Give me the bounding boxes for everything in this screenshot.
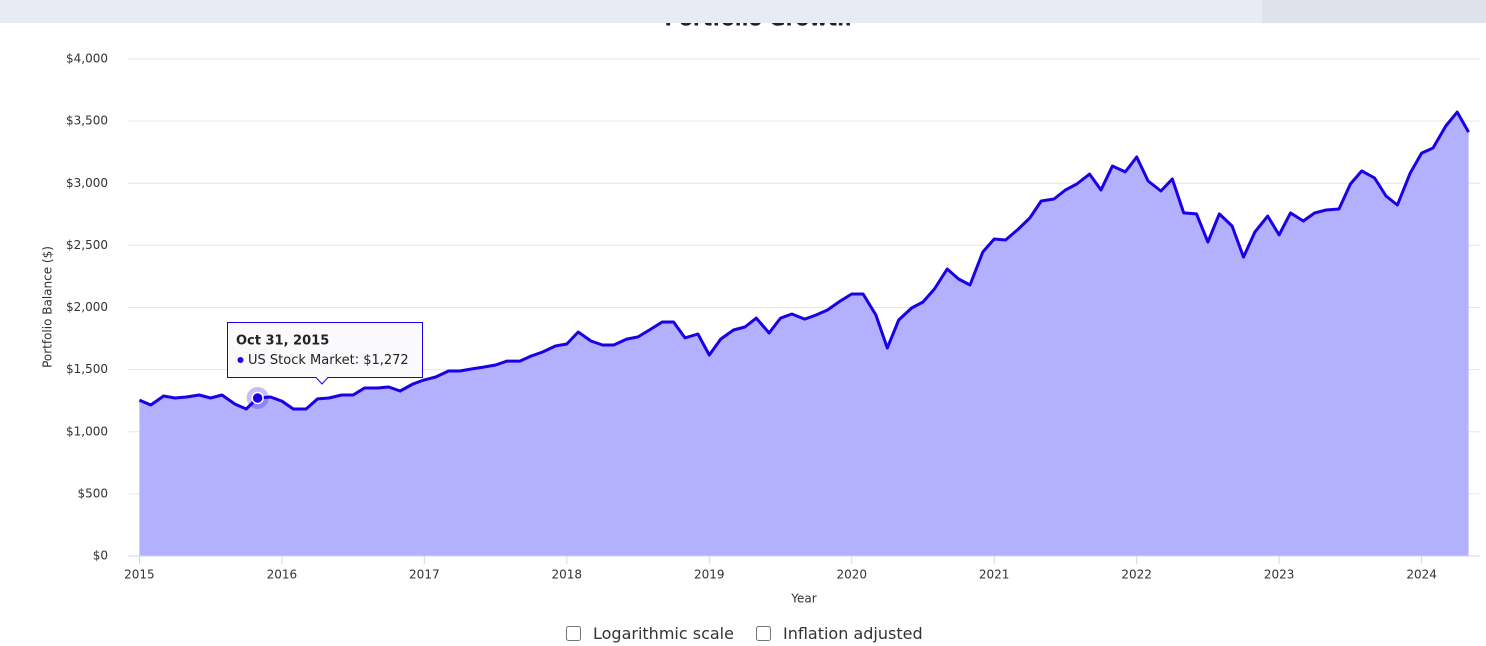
option-label: Inflation adjusted <box>782 624 923 643</box>
x-tick-label: 2016 <box>267 568 298 582</box>
checkbox[interactable] <box>566 626 581 641</box>
y-tick-label: $1,000 <box>66 424 108 438</box>
checkbox[interactable] <box>755 626 771 641</box>
option[interactable]: Logarithmic scale <box>566 624 734 643</box>
x-axis-title: Year <box>790 592 816 606</box>
option[interactable]: Inflation adjusted <box>755 624 923 643</box>
y-tick-label: $1,500 <box>66 362 108 376</box>
options: Logarithmic scale Inflation adjusted <box>566 624 945 643</box>
tooltip-series: US Stock Market <box>248 353 355 368</box>
area <box>139 112 1469 556</box>
top-tab <box>1262 0 1486 23</box>
chart: Portfolio Growth $0$500$1,000$1,500$2,00… <box>0 0 1486 606</box>
x-tick-label: 2018 <box>552 568 583 582</box>
tooltip-dot <box>237 357 244 363</box>
hover-point <box>251 391 264 405</box>
y-axis-title: Portfolio Balance ($) <box>41 246 55 368</box>
x-tick-label: 2024 <box>1406 568 1437 582</box>
tooltip: Oct 31, 2015 US Stock Market: $1,272 <box>227 322 423 385</box>
y-tick-label: $2,500 <box>66 238 108 252</box>
line <box>138 110 1470 411</box>
x-tick-label: 2022 <box>1121 568 1152 582</box>
tooltip-value: US Stock Market: $1,272 <box>248 353 409 368</box>
x-tick-label: 2023 <box>1264 568 1295 582</box>
tooltip-box <box>227 322 423 385</box>
y-tick-label: $0 <box>93 549 108 563</box>
tooltip-date: Oct 31, 2015 <box>236 334 329 349</box>
y-tick-label: $3,000 <box>66 176 108 190</box>
x-tick-label: 2017 <box>409 568 440 582</box>
y-tick-label: $4,000 <box>66 52 108 66</box>
y-tick-label: $3,500 <box>66 114 108 128</box>
top-bar <box>0 0 1486 23</box>
option-label: Logarithmic scale <box>593 624 734 643</box>
y-tick-label: $500 <box>77 486 108 500</box>
x-tick-label: 2020 <box>836 568 867 582</box>
tooltip-amount: $1,272 <box>363 353 409 368</box>
x-tick-label: 2015 <box>124 568 155 582</box>
y-tick-label: $2,000 <box>66 300 108 314</box>
x-tick-label: 2019 <box>694 568 725 582</box>
x-tick-label: 2021 <box>979 568 1010 582</box>
